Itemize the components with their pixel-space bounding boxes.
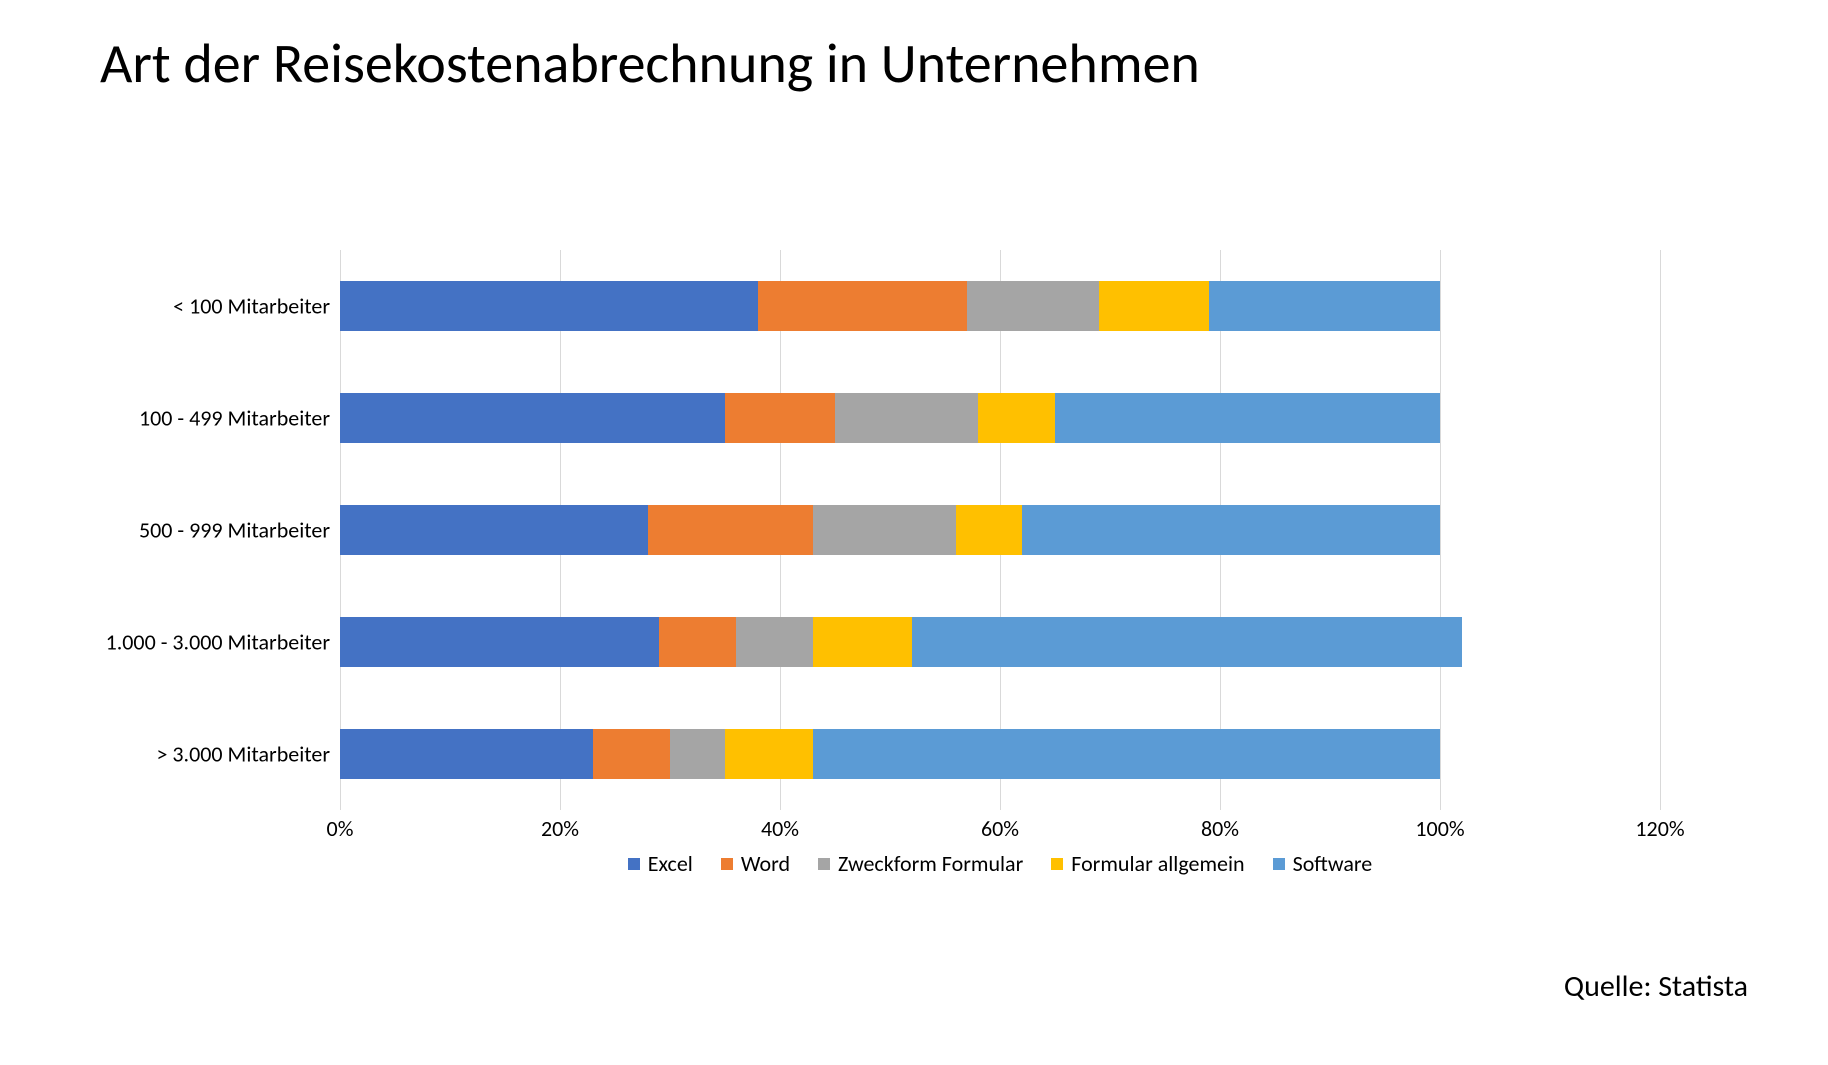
y-category-label: 1.000 - 3.000 Mitarbeiter — [106, 629, 330, 656]
gridline — [1660, 250, 1661, 810]
bar-segment — [670, 729, 725, 779]
bar-segment — [659, 617, 736, 667]
x-tick-label: 40% — [761, 815, 799, 842]
bar-row — [340, 729, 1660, 779]
legend-label: Formular allgemein — [1071, 850, 1244, 877]
bar-row — [340, 617, 1660, 667]
bar-segment — [912, 617, 1462, 667]
bar-segment — [956, 505, 1022, 555]
bar-segment — [725, 393, 835, 443]
bar-segment — [648, 505, 813, 555]
legend-label: Word — [741, 850, 790, 877]
bar-row — [340, 281, 1660, 331]
x-tick-label: 20% — [541, 815, 579, 842]
bar-segment — [725, 729, 813, 779]
bar-segment — [967, 281, 1099, 331]
legend-swatch — [1051, 858, 1063, 870]
legend-item: Software — [1273, 850, 1373, 877]
x-tick-label: 0% — [327, 815, 354, 842]
legend-item: Zweckform Formular — [818, 850, 1023, 877]
x-tick-label: 100% — [1415, 815, 1464, 842]
legend-swatch — [721, 858, 733, 870]
legend-swatch — [628, 858, 640, 870]
legend-label: Excel — [648, 850, 693, 877]
y-category-label: > 3.000 Mitarbeiter — [156, 741, 330, 768]
chart-plot — [340, 250, 1660, 810]
bar-segment — [978, 393, 1055, 443]
bar-segment — [758, 281, 967, 331]
bar-segment — [340, 617, 659, 667]
legend-label: Software — [1293, 850, 1373, 877]
bar-segment — [340, 729, 593, 779]
bar-segment — [736, 617, 813, 667]
legend-swatch — [1273, 858, 1285, 870]
chart-legend: Excel Word Zweckform Formular Formular allg… — [340, 850, 1660, 877]
bar-segment — [340, 393, 725, 443]
bar-segment — [835, 393, 978, 443]
bar-segment — [813, 729, 1440, 779]
bar-segment — [1022, 505, 1440, 555]
chart-source: Quelle: Statista — [1564, 968, 1748, 1005]
bar-segment — [1209, 281, 1440, 331]
x-tick-label: 120% — [1635, 815, 1684, 842]
bar-segment — [593, 729, 670, 779]
bar-segment — [1099, 281, 1209, 331]
bar-segment — [813, 505, 956, 555]
y-category-label: 100 - 499 Mitarbeiter — [139, 405, 330, 432]
bar-row — [340, 393, 1660, 443]
bar-segment — [1055, 393, 1440, 443]
chart-area: ExcelWordZweckform FormularFormular allg… — [340, 250, 1660, 870]
bar-segment — [340, 505, 648, 555]
chart-title: Art der Reisekostenabrechnung in Unterne… — [100, 30, 1200, 98]
x-tick-label: 80% — [1201, 815, 1239, 842]
x-tick-label: 60% — [981, 815, 1019, 842]
legend-item: Formular allgemein — [1051, 850, 1244, 877]
legend-item: Excel — [628, 850, 693, 877]
legend-item: Word — [721, 850, 790, 877]
bar-segment — [813, 617, 912, 667]
y-category-label: 500 - 999 Mitarbeiter — [139, 517, 330, 544]
bar-segment — [340, 281, 758, 331]
bar-row — [340, 505, 1660, 555]
legend-label: Zweckform Formular — [838, 850, 1023, 877]
legend-swatch — [818, 858, 830, 870]
y-category-label: < 100 Mitarbeiter — [173, 293, 330, 320]
